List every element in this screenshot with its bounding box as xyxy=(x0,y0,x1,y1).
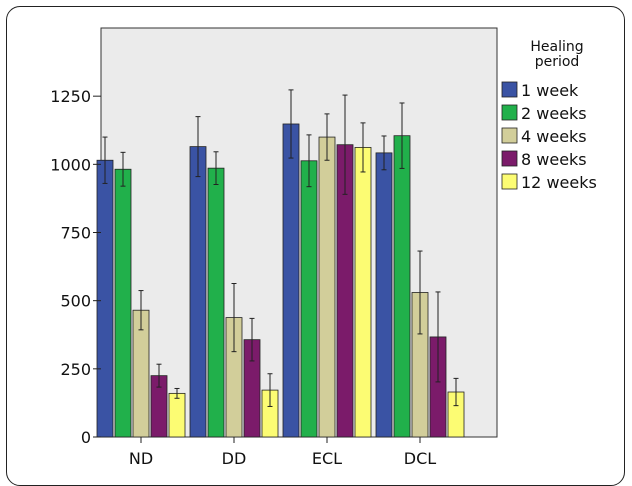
legend-label: 8 weeks xyxy=(521,150,587,169)
bar-dcl-2-weeks xyxy=(393,135,411,438)
x-tick-label: DD xyxy=(222,449,247,468)
y-tick-label: 250 xyxy=(60,360,91,379)
x-tick-label: ND xyxy=(129,449,153,468)
legend-label: 12 weeks xyxy=(521,173,597,192)
y-tick-label: 1000 xyxy=(50,155,91,174)
bars-layer xyxy=(96,89,465,438)
bar-ecl-2-weeks xyxy=(300,160,318,438)
legend-swatch xyxy=(501,150,518,167)
legend-swatch xyxy=(501,127,518,144)
y-tick-label: 750 xyxy=(60,224,91,243)
bar-nd-2-weeks xyxy=(114,168,132,438)
legend-title: period xyxy=(535,54,580,70)
axes-layer: ND DD ECL DCL 0 250 500 750 1000 1250 xyxy=(50,87,436,468)
bar-nd-12-weeks xyxy=(168,392,186,438)
bar-dcl-1-week xyxy=(375,152,393,438)
legend-swatch xyxy=(501,173,518,190)
bar-chart: ND DD ECL DCL 0 250 500 750 1000 1250 Healingperi… xyxy=(50,27,597,468)
y-tick-label: 1250 xyxy=(50,87,91,106)
legend-swatch xyxy=(501,81,518,98)
legend-label: 2 weeks xyxy=(521,104,587,123)
legend-label: 1 week xyxy=(521,81,579,100)
legend-swatch xyxy=(501,104,518,121)
x-tick-label: DCL xyxy=(404,449,436,468)
x-tick-label: ECL xyxy=(312,449,342,468)
bar-dd-1-week xyxy=(189,146,207,438)
y-tick-label: 500 xyxy=(60,292,91,311)
legend-label: 4 weeks xyxy=(521,127,587,146)
bar-nd-1-week xyxy=(96,159,114,438)
bar-ecl-12-weeks xyxy=(354,147,372,438)
bar-dd-2-weeks xyxy=(207,167,225,438)
legend-title: Healing xyxy=(530,39,583,55)
bar-ecl-4-weeks xyxy=(318,136,336,438)
y-tick-label: 0 xyxy=(81,428,91,447)
bar-ecl-1-week xyxy=(282,123,300,438)
